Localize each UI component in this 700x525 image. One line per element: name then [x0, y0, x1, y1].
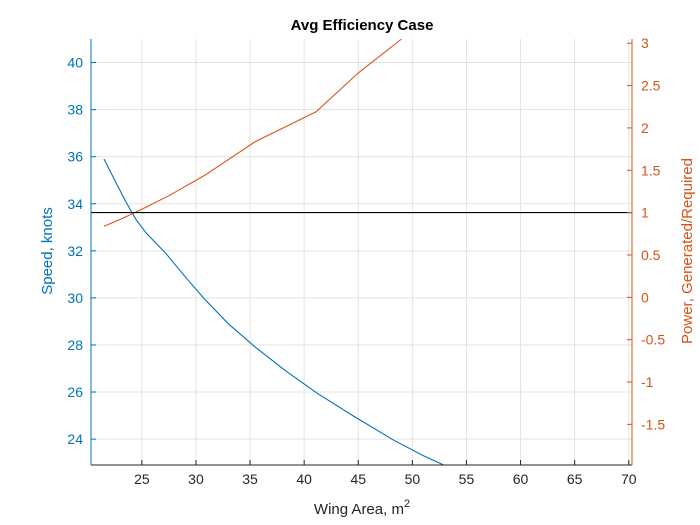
power-line [103, 38, 402, 227]
x-axis-label: Wing Area, m2 [314, 498, 410, 518]
tick-labels: 25 30 35 40 45 50 55 60 65 70242628303234363840-1… [67, 35, 665, 487]
y-right-tick-label: 0.5 [641, 247, 661, 263]
x-tick-label: 30 [188, 471, 204, 487]
y-right-tick-label: 1.5 [641, 162, 661, 178]
y-right-tick-label: 2 [641, 120, 649, 136]
speed-line [103, 158, 444, 466]
x-tick-label: 35 [242, 471, 258, 487]
x-tick-label: 70 [621, 471, 637, 487]
y-left-tick-label: 40 [67, 55, 83, 71]
grid [91, 39, 632, 465]
y-left-tick-label: 30 [67, 290, 83, 306]
x-tick-label: 25 [134, 471, 150, 487]
y-axis-right-label: Power, Generated/Required [679, 158, 696, 344]
axes [90, 39, 633, 466]
chart-title: Avg Efficiency Case [291, 17, 434, 34]
y-right-tick-label: -1 [641, 374, 654, 390]
x-tick-label: 40 [296, 471, 312, 487]
series-group [91, 38, 632, 466]
x-tick-label: 60 [513, 471, 529, 487]
x-tick-label: 55 [459, 471, 475, 487]
x-tick-label: 65 [567, 471, 583, 487]
x-tick-label: 45 [350, 471, 366, 487]
y-right-tick-label: -1.5 [641, 416, 665, 432]
y-right-tick-label: 1 [641, 205, 649, 221]
y-left-tick-label: 38 [67, 102, 83, 118]
y-left-tick-label: 28 [67, 337, 83, 353]
y-right-tick-label: 0 [641, 289, 649, 305]
y-right-tick-label: -0.5 [641, 332, 665, 348]
y-left-tick-label: 26 [67, 384, 83, 400]
plot-area [91, 39, 632, 465]
y-left-tick-label: 32 [67, 243, 83, 259]
y-left-tick-label: 24 [67, 431, 83, 447]
y-right-tick-label: 2.5 [641, 78, 661, 94]
y-axis-left-label: Speed, knots [39, 207, 56, 295]
y-left-tick-label: 36 [67, 149, 83, 165]
y-left-tick-label: 34 [67, 196, 83, 212]
x-tick-label: 50 [405, 471, 421, 487]
y-right-tick-label: 3 [641, 35, 649, 51]
